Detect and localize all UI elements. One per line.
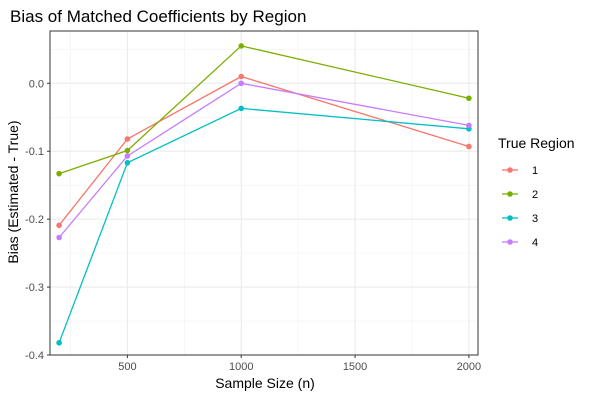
- series-point-4: [56, 234, 62, 241]
- legend-key-point: [507, 191, 513, 197]
- y-tick-label: 0.0: [29, 78, 44, 90]
- legend-key-2: [502, 191, 518, 197]
- y-tick-label: -0.2: [25, 214, 44, 226]
- series-point-4: [124, 153, 131, 159]
- x-tick-label: 2000: [457, 361, 481, 373]
- legend-title: True Region: [498, 135, 575, 151]
- y-tick-label: -0.4: [25, 350, 44, 362]
- x-tick-label: 1500: [343, 361, 367, 373]
- legend-key-point: [507, 215, 513, 221]
- chart-title: Bias of Matched Coefficients by Region: [10, 7, 306, 26]
- legend-key-point: [507, 239, 513, 245]
- y-tick-label: -0.3: [25, 282, 44, 294]
- x-tick-label: 500: [118, 361, 136, 373]
- legend-label-2: 2: [532, 189, 538, 201]
- series-point-2: [124, 147, 131, 154]
- series-line-4: [58, 82, 470, 238]
- plot-background: [50, 31, 478, 355]
- series-point-2: [238, 43, 245, 49]
- legend-key-4: [502, 239, 518, 245]
- y-axis-title: Bias (Estimated - True): [5, 120, 21, 263]
- series-line-2: [58, 45, 470, 175]
- series-point-1: [56, 222, 62, 229]
- plot-panel: 500 1000 1500 2000 -0.4 -0.3 -0.2 -0.1 0.0: [25, 30, 481, 373]
- series-point-3: [238, 105, 245, 112]
- legend-key-3: [502, 215, 518, 221]
- series-point-3: [56, 339, 62, 346]
- series-line-3: [58, 107, 469, 344]
- series-point-4: [466, 122, 472, 129]
- series-point-2: [56, 170, 62, 177]
- series-line-1: [58, 75, 470, 226]
- series-point-3: [124, 159, 131, 166]
- y-tick-label: -0.1: [25, 146, 44, 158]
- series-point-1: [466, 143, 472, 150]
- legend-key-1: [502, 167, 518, 173]
- legend-label-4: 4: [532, 237, 538, 249]
- series-point-1: [238, 73, 245, 80]
- x-axis-title: Sample Size (n): [215, 375, 315, 391]
- series-point-4: [238, 80, 245, 87]
- legend-label-3: 3: [532, 213, 538, 225]
- series-point-2: [466, 95, 472, 102]
- legend: True Region 1 2 3 4: [498, 135, 575, 249]
- legend-label-1: 1: [532, 165, 538, 177]
- plot-border: [49, 30, 479, 356]
- x-tick-label: 1000: [229, 361, 253, 373]
- series-point-1: [124, 136, 131, 142]
- legend-key-point: [507, 167, 513, 173]
